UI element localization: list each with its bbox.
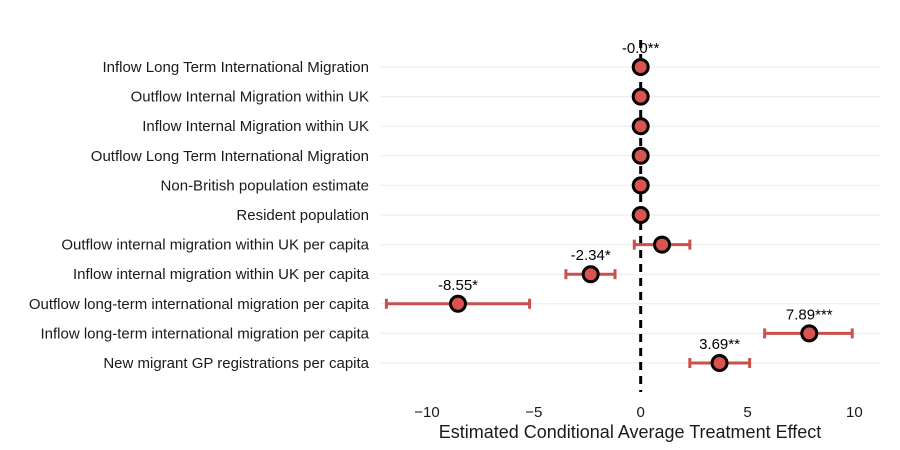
x-tick-label: 10 bbox=[846, 404, 863, 421]
category-label: Outflow long-term international migratio… bbox=[29, 296, 370, 313]
category-labels: Inflow Long Term International Migration… bbox=[29, 59, 370, 372]
category-label: New migrant GP registrations per capita bbox=[103, 355, 369, 372]
estimate-point bbox=[631, 87, 650, 106]
estimate-point bbox=[631, 58, 650, 76]
category-label: Inflow Internal Migration within UK bbox=[142, 118, 369, 135]
estimate-point bbox=[631, 176, 650, 195]
category-label: Inflow internal migration within UK per … bbox=[73, 266, 370, 283]
estimate-label: -0.0** bbox=[622, 40, 660, 57]
estimate-point bbox=[581, 265, 600, 284]
category-label: Non-British population estimate bbox=[161, 177, 369, 194]
x-tick-label: 0 bbox=[637, 404, 645, 421]
estimate-label: 7.89*** bbox=[786, 306, 833, 323]
estimate-label: 3.69** bbox=[699, 336, 740, 353]
estimate-point bbox=[631, 206, 650, 224]
estimate-annotations: -0.0** -2.34* -8.55* 7.89*** 3.69** bbox=[438, 40, 833, 353]
category-label: Inflow Long Term International Migration bbox=[102, 59, 369, 76]
x-tick-label: −5 bbox=[525, 404, 542, 421]
category-label: Inflow long-term international migration… bbox=[41, 325, 370, 342]
category-label: Outflow Internal Migration within UK bbox=[131, 89, 369, 106]
category-label: Outflow Long Term International Migratio… bbox=[91, 148, 369, 165]
category-label: Outflow internal migration within UK per… bbox=[61, 237, 369, 254]
x-axis-ticks: −10 −5 0 5 10 bbox=[414, 404, 862, 421]
estimate-point bbox=[653, 235, 672, 254]
estimate-point bbox=[631, 146, 650, 165]
category-label: Resident population bbox=[236, 207, 369, 224]
x-axis-title: Estimated Conditional Average Treatment … bbox=[439, 422, 822, 442]
estimate-point bbox=[710, 354, 729, 372]
estimate-points bbox=[448, 58, 819, 372]
x-tick-label: −10 bbox=[414, 404, 439, 421]
estimate-point bbox=[800, 324, 819, 343]
estimate-point bbox=[631, 117, 650, 136]
estimate-point bbox=[448, 294, 467, 313]
x-tick-label: 5 bbox=[743, 404, 751, 421]
estimate-label: -8.55* bbox=[438, 277, 478, 294]
estimate-label: -2.34* bbox=[571, 247, 611, 264]
